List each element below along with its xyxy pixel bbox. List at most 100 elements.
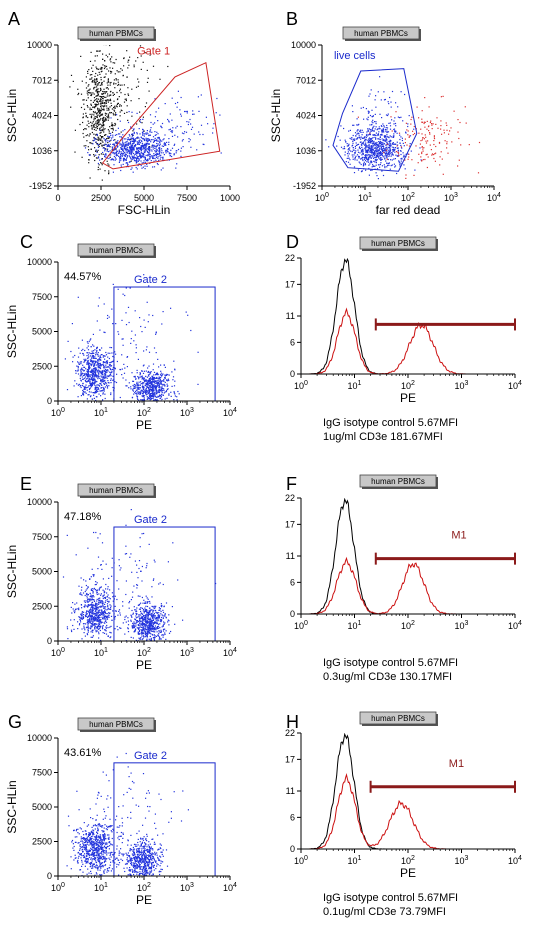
data-point — [131, 167, 133, 169]
data-point — [84, 605, 86, 607]
data-point — [382, 145, 384, 147]
data-point — [146, 393, 148, 395]
data-point — [124, 98, 126, 100]
data-point — [143, 364, 145, 366]
data-point — [138, 137, 140, 139]
data-point — [97, 139, 99, 141]
data-point — [114, 381, 116, 383]
data-point — [446, 147, 448, 149]
data-point — [96, 103, 98, 105]
data-point — [79, 619, 81, 622]
data-point — [187, 123, 189, 126]
data-point — [161, 383, 163, 385]
data-point — [106, 599, 108, 601]
data-point — [141, 142, 143, 144]
data-point — [375, 95, 377, 97]
data-point — [395, 102, 397, 104]
data-point — [133, 160, 136, 162]
data-point — [118, 161, 120, 163]
data-point — [162, 634, 164, 636]
data-point — [88, 394, 90, 396]
data-point — [360, 107, 362, 109]
data-point — [143, 379, 145, 381]
data-point — [95, 603, 97, 605]
data-point — [118, 151, 121, 153]
data-point — [97, 614, 99, 616]
data-point — [107, 148, 109, 150]
data-point — [103, 116, 105, 118]
data-point — [80, 395, 82, 397]
data-point — [138, 384, 140, 386]
data-point — [435, 145, 437, 148]
data-point — [136, 162, 138, 164]
data-point — [104, 393, 106, 395]
data-point — [410, 123, 412, 125]
data-point — [233, 141, 234, 142]
data-point — [95, 371, 97, 373]
data-point — [143, 612, 145, 614]
data-point — [362, 165, 364, 167]
data-point — [362, 143, 364, 145]
data-point — [89, 382, 91, 384]
data-point — [103, 632, 106, 634]
data-point — [99, 73, 101, 75]
data-point — [212, 127, 214, 129]
data-point — [147, 147, 150, 149]
data-point — [128, 142, 130, 144]
data-point — [114, 153, 116, 155]
data-point — [156, 390, 158, 392]
data-point — [127, 138, 129, 140]
data-point — [345, 141, 347, 143]
data-point — [105, 154, 107, 156]
data-point — [70, 619, 72, 621]
data-point — [138, 81, 140, 83]
data-point — [130, 160, 132, 162]
data-point — [80, 615, 82, 617]
data-point — [159, 155, 161, 157]
data-point — [126, 155, 128, 157]
data-point — [385, 139, 387, 141]
data-point — [356, 154, 359, 156]
data-point — [83, 99, 85, 101]
data-point — [97, 606, 99, 608]
data-point — [376, 144, 378, 147]
data-point — [96, 617, 99, 619]
data-point — [136, 132, 138, 134]
data-point — [424, 97, 426, 99]
panel-label: B — [286, 9, 298, 29]
data-point — [80, 386, 82, 389]
data-point — [95, 631, 97, 633]
data-point — [171, 131, 173, 134]
data-point — [134, 392, 136, 394]
data-point — [151, 389, 153, 391]
data-point — [376, 149, 378, 151]
data-point — [96, 92, 98, 94]
data-point — [372, 153, 375, 156]
data-point — [102, 100, 104, 102]
data-point — [150, 383, 152, 385]
data-point — [139, 384, 141, 386]
data-point — [125, 385, 127, 387]
data-point — [103, 606, 105, 608]
data-point — [91, 605, 93, 607]
data-point — [79, 361, 81, 363]
data-point — [134, 139, 136, 141]
data-point — [375, 164, 377, 166]
data-point — [95, 95, 97, 97]
data-point — [94, 381, 96, 383]
data-point — [158, 136, 160, 139]
data-point — [110, 139, 112, 141]
data-point — [158, 404, 159, 405]
data-point — [98, 119, 100, 121]
data-point — [119, 120, 121, 122]
data-point — [142, 166, 144, 168]
data-point — [82, 592, 85, 594]
data-point — [113, 143, 115, 145]
data-point — [92, 126, 94, 128]
data-point — [122, 148, 124, 150]
data-point — [162, 158, 164, 160]
data-point — [145, 391, 147, 393]
data-point — [112, 152, 114, 154]
data-point — [149, 623, 151, 625]
data-point — [95, 626, 97, 628]
